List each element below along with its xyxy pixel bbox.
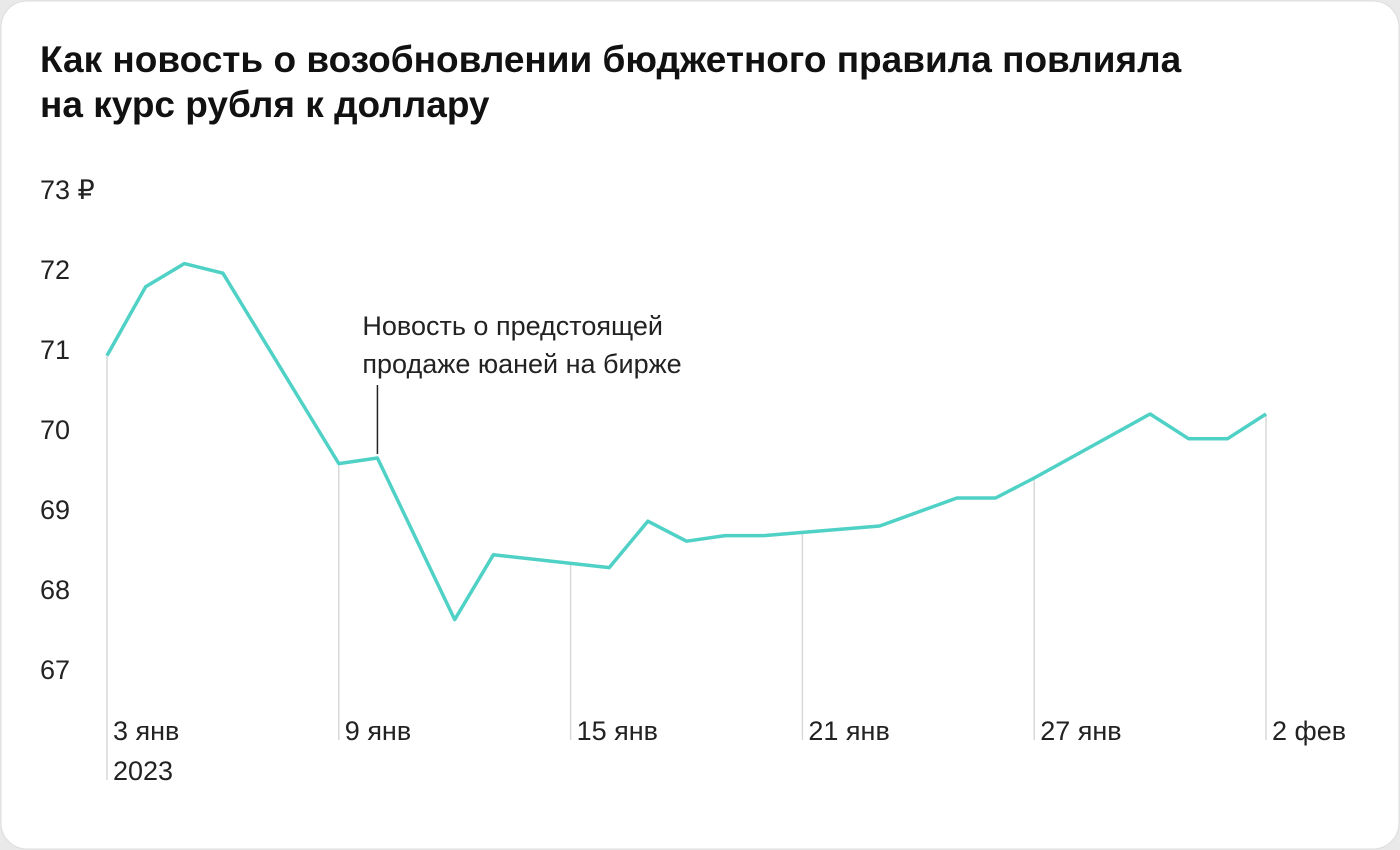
chart-title: Как новость о возобновлении бюджетного п… [40, 39, 1182, 80]
x-tick-label: 27 янв [1040, 716, 1121, 746]
x-tick-label: 3 янв [113, 716, 179, 746]
y-tick-label: 71 [40, 335, 70, 365]
chart-title: на курс рубля к доллару [40, 84, 490, 125]
annotation-text: продаже юаней на бирже [362, 349, 681, 379]
x-tick-label: 2 фев [1272, 716, 1346, 746]
y-tick-label: 73 ₽ [40, 175, 95, 205]
x-tick-label: 21 янв [808, 716, 889, 746]
y-tick-label: 72 [40, 255, 70, 285]
y-tick-label: 68 [40, 575, 70, 605]
y-tick-label: 70 [40, 415, 70, 445]
annotation-text: Новость о предстоящей [362, 311, 663, 341]
y-tick-label: 69 [40, 495, 70, 525]
x-year-label: 2023 [113, 756, 173, 786]
line-series [105, 261, 1267, 622]
y-tick-label: 67 [40, 655, 70, 685]
x-tick-label: 9 янв [345, 716, 411, 746]
x-tick-label: 15 янв [577, 716, 658, 746]
